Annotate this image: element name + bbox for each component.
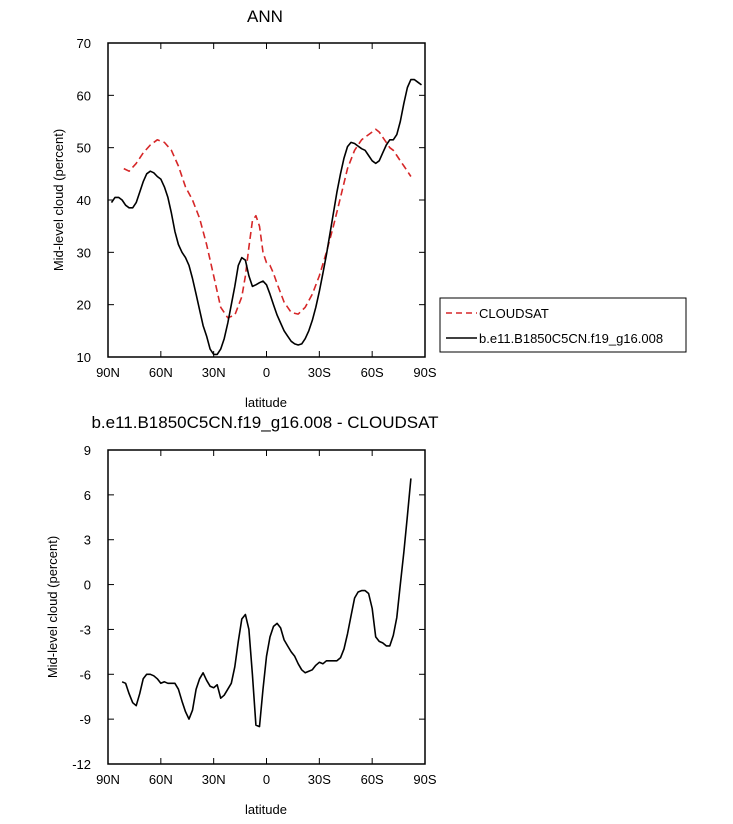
series-line-cloudsat (123, 128, 412, 319)
y-tick-label: 40 (77, 193, 91, 208)
chart-bottom: b.e11.B1850C5CN.f19_g16.008 - CLOUDSAT 9… (45, 413, 439, 817)
chart-bottom-xlabel: latitude (245, 802, 287, 817)
chart-bottom-plot-frame (107, 449, 426, 765)
x-tick-label: 60N (149, 772, 173, 787)
x-tick-label: 0 (263, 772, 270, 787)
chart-bottom-ylabel: Mid-level cloud (percent) (45, 536, 60, 678)
x-tick-label: 0 (263, 365, 270, 380)
chart-top-ylabel: Mid-level cloud (percent) (51, 129, 66, 271)
y-tick-label: -9 (79, 712, 91, 727)
y-tick-label: 30 (77, 245, 91, 260)
y-tick-label: -6 (79, 667, 91, 682)
y-tick-label: 0 (84, 578, 91, 593)
x-tick-label: 30N (202, 365, 226, 380)
chart-bottom-title: b.e11.B1850C5CN.f19_g16.008 - CLOUDSAT (91, 413, 438, 432)
series-line-b-e11-b1850c5cn-f19-g16-008 (110, 78, 422, 356)
y-tick-label: -12 (72, 757, 91, 772)
y-tick-label: 3 (84, 533, 91, 548)
x-tick-label: 60S (361, 772, 384, 787)
x-tick-label: 90N (96, 365, 120, 380)
x-tick-label: 60S (361, 365, 384, 380)
y-tick-label: 70 (77, 36, 91, 51)
chart-top-plot-frame (107, 42, 426, 358)
x-tick-label: 90S (413, 772, 436, 787)
x-tick-label: 60N (149, 365, 173, 380)
legend-box (439, 297, 687, 353)
x-tick-label: 30S (308, 365, 331, 380)
x-tick-label: 90S (413, 365, 436, 380)
y-tick-label: -3 (79, 622, 91, 637)
legend-label-model: b.e11.B1850C5CN.f19_g16.008 (479, 331, 663, 346)
y-tick-label: 60 (77, 88, 91, 103)
y-tick-label: 6 (84, 488, 91, 503)
chart-top: ANN 90N 60N 30N 0 30S 60S 90S 10 20 30 40 50 60 70 l… (51, 7, 687, 410)
series-line-difference (121, 478, 412, 728)
chart-top-xlabel: latitude (245, 395, 287, 410)
y-tick-label: 9 (84, 443, 91, 458)
y-tick-label: 20 (77, 298, 91, 313)
chart-top-title: ANN (247, 7, 283, 26)
x-tick-label: 90N (96, 772, 120, 787)
x-tick-label: 30S (308, 772, 331, 787)
legend-label-cloudsat: CLOUDSAT (479, 306, 549, 321)
chart-top-legend: CLOUDSAT b.e11.B1850C5CN.f19_g16.008 (439, 297, 687, 353)
x-tick-label: 30N (202, 772, 226, 787)
y-tick-label: 10 (77, 350, 91, 365)
y-tick-label: 50 (77, 141, 91, 156)
